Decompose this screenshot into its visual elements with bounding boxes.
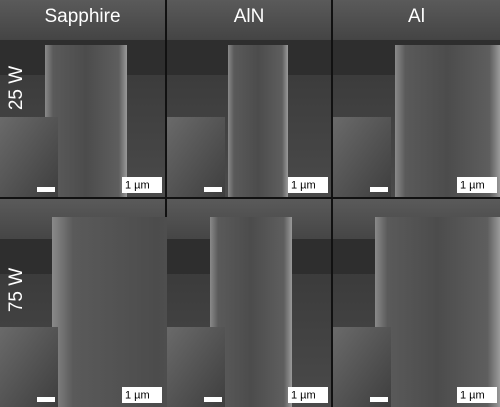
scale-label: 1 µm <box>460 179 485 191</box>
inset-image <box>167 117 225 197</box>
pillar <box>228 45 288 197</box>
inset-scale-bar <box>37 187 55 192</box>
inset-image <box>167 327 225 407</box>
inset-scale-bar <box>37 397 55 402</box>
scale-label-box <box>122 387 162 403</box>
inset-image <box>333 117 391 197</box>
row-label: 75 W <box>6 268 27 312</box>
scale-label: 1 µm <box>291 389 316 401</box>
scale-label-box <box>288 177 328 193</box>
scale-label-box <box>457 387 497 403</box>
pillar <box>45 45 127 197</box>
pillar <box>375 217 500 407</box>
inset-scale-bar <box>370 397 388 402</box>
scale-label-box <box>122 177 162 193</box>
scale-label: 1 µm <box>460 389 485 401</box>
scale-label: 1 µm <box>291 179 316 191</box>
inset-scale-bar <box>204 187 222 192</box>
pillar <box>395 45 500 197</box>
inset-image <box>333 327 391 407</box>
inset-image <box>0 327 58 407</box>
row-label: 25 W <box>6 66 27 110</box>
column-header: Sapphire <box>44 6 120 27</box>
column-header: AlN <box>234 6 265 27</box>
scale-label-box <box>288 387 328 403</box>
column-header: Al <box>408 6 425 27</box>
scale-label: 1 µm <box>125 179 150 191</box>
inset-scale-bar <box>204 397 222 402</box>
scale-label: 1 µm <box>125 389 150 401</box>
scale-label-box <box>457 177 497 193</box>
inset-image <box>0 117 58 197</box>
inset-scale-bar <box>370 187 388 192</box>
